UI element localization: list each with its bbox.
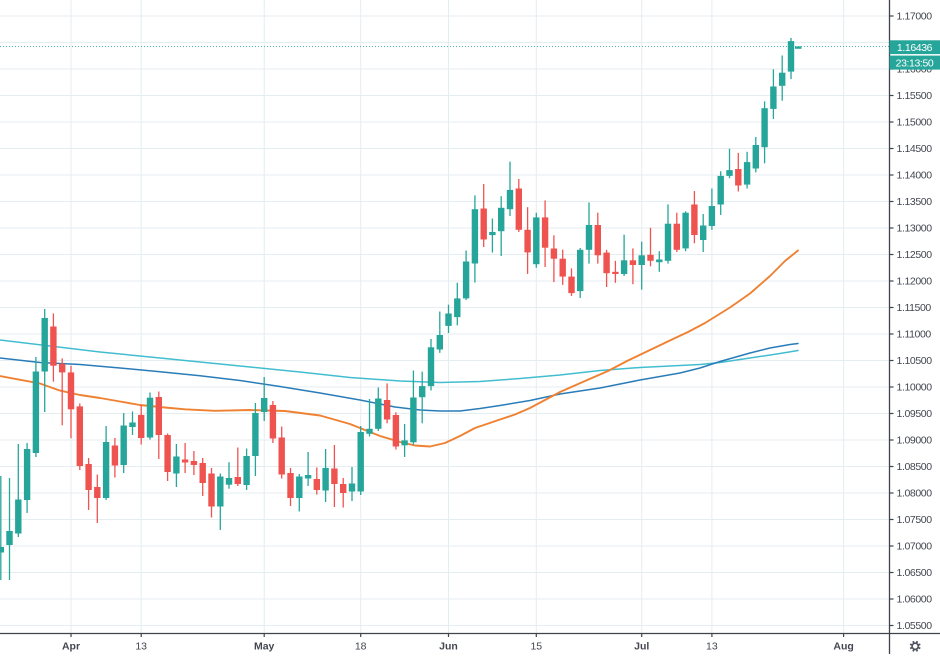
svg-text:15: 15 <box>530 641 542 653</box>
svg-text:1.15000: 1.15000 <box>897 117 933 129</box>
svg-text:1.16436: 1.16436 <box>897 42 933 54</box>
svg-text:1.14000: 1.14000 <box>897 170 933 182</box>
svg-text:23:13:50: 23:13:50 <box>896 57 934 69</box>
svg-text:Jul: Jul <box>634 641 649 653</box>
svg-text:May: May <box>254 641 275 653</box>
svg-text:13: 13 <box>706 641 718 653</box>
svg-text:1.15500: 1.15500 <box>897 90 933 102</box>
svg-text:1.10000: 1.10000 <box>897 382 933 394</box>
svg-text:1.06500: 1.06500 <box>897 567 933 579</box>
svg-text:18: 18 <box>355 641 367 653</box>
svg-text:1.08000: 1.08000 <box>897 488 933 500</box>
svg-text:1.06000: 1.06000 <box>897 594 933 606</box>
svg-text:13: 13 <box>135 641 147 653</box>
svg-text:1.07000: 1.07000 <box>897 541 933 553</box>
svg-text:1.17000: 1.17000 <box>897 11 933 23</box>
svg-text:1.05500: 1.05500 <box>897 620 933 632</box>
svg-text:Aug: Aug <box>833 641 853 653</box>
svg-text:Jun: Jun <box>439 641 458 653</box>
svg-text:1.13500: 1.13500 <box>897 196 933 208</box>
svg-text:Apr: Apr <box>62 641 80 653</box>
svg-text:1.08500: 1.08500 <box>897 461 933 473</box>
svg-text:1.11000: 1.11000 <box>897 329 932 341</box>
svg-text:1.09500: 1.09500 <box>897 408 933 420</box>
svg-text:1.14500: 1.14500 <box>897 143 933 155</box>
svg-text:1.12500: 1.12500 <box>897 249 933 261</box>
svg-text:1.13000: 1.13000 <box>897 223 933 235</box>
svg-text:1.12000: 1.12000 <box>897 276 933 288</box>
svg-text:1.10500: 1.10500 <box>897 355 933 367</box>
svg-text:1.11500: 1.11500 <box>897 302 932 314</box>
svg-text:1.07500: 1.07500 <box>897 514 933 526</box>
svg-text:1.09000: 1.09000 <box>897 435 933 447</box>
